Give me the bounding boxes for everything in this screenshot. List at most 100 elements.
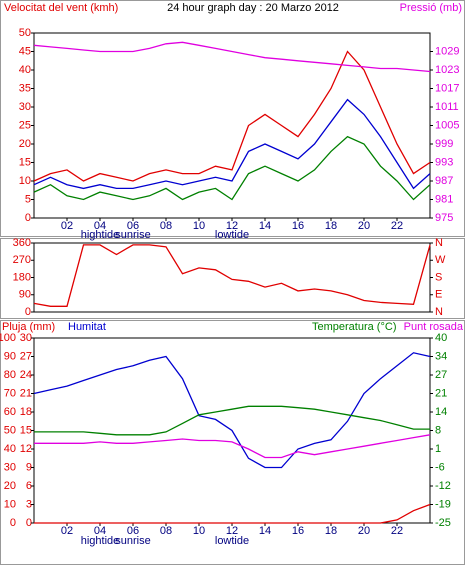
y3-tick-label: 90 [4, 350, 16, 362]
y-tick-label: 24 [20, 369, 32, 381]
series-line [33, 352, 431, 469]
x-tick-label: 20 [358, 220, 370, 232]
y2-tick-label: 999 [435, 138, 453, 150]
x-tick-label: 18 [325, 220, 337, 232]
y2-tick-label: N [435, 306, 443, 318]
y-tick-label: 27 [20, 350, 32, 362]
y2-tick-label: 27 [435, 369, 447, 381]
y-tick-label: 18 [20, 406, 32, 418]
series-line [33, 244, 431, 307]
series-line [33, 41, 431, 73]
y-tick-label: 30 [20, 332, 32, 344]
y3-tick-label: 20 [4, 480, 16, 492]
y2-tick-label: 1023 [435, 64, 459, 76]
y3-tick-label: 50 [4, 424, 16, 436]
y3-tick-label: 0 [10, 517, 16, 529]
dewpoint-label: Punt rosada [404, 321, 464, 333]
y2-tick-label: 975 [435, 212, 453, 224]
x-tick-label: 02 [61, 220, 73, 232]
y-tick-label: 25 [19, 119, 31, 131]
y-tick-label: 180 [13, 271, 31, 283]
y-tick-label: 15 [19, 156, 31, 168]
x-annotation: hightide [81, 535, 120, 547]
y2-tick-label: 1005 [435, 119, 459, 131]
y2-tick-label: 993 [435, 156, 453, 168]
y-tick-label: 15 [20, 424, 32, 436]
y2-tick-label: -19 [435, 498, 451, 510]
y-tick-label: 20 [19, 138, 31, 150]
series-line [34, 503, 431, 524]
y3-tick-label: 100 [0, 332, 16, 344]
y-tick-label: 3 [26, 498, 32, 510]
y3-tick-label: 30 [4, 461, 16, 473]
y2-tick-label: 987 [435, 175, 453, 187]
y-tick-label: 6 [26, 480, 32, 492]
y-tick-label: 90 [19, 289, 31, 301]
x-tick-label: 18 [325, 525, 337, 537]
y-tick-label: 9 [26, 461, 32, 473]
x-tick-label: 10 [193, 220, 205, 232]
y-tick-label: 0 [26, 517, 32, 529]
y2-tick-label: -6 [435, 461, 445, 473]
y2-tick-label: -25 [435, 517, 451, 529]
y-tick-label: 12 [20, 443, 32, 455]
y-tick-label: 40 [19, 64, 31, 76]
x-annotation: sunrise [115, 535, 150, 547]
x-tick-label: 22 [391, 220, 403, 232]
y2-tick-label: 1017 [435, 82, 459, 94]
y-tick-label: 270 [13, 254, 31, 266]
y2-tick-label: 8 [435, 424, 441, 436]
y2-tick-label: N [435, 237, 443, 249]
y-tick-label: 35 [19, 82, 31, 94]
y3-tick-label: 60 [4, 406, 16, 418]
x-tick-label: 14 [259, 525, 271, 537]
temperature-label: Temperatura (°C) [312, 321, 396, 333]
y2-tick-label: 40 [435, 332, 447, 344]
y-tick-label: 30 [19, 101, 31, 113]
x-tick-label: 08 [160, 525, 172, 537]
x-tick-label: 12 [226, 525, 238, 537]
rain-label: Pluja (mm) [2, 321, 55, 333]
y2-tick-label: -12 [435, 480, 451, 492]
y-tick-label: 0 [25, 212, 31, 224]
x-annotation: sunrise [115, 229, 150, 241]
y2-tick-label: 981 [435, 193, 453, 205]
y2-tick-label: W [435, 254, 446, 266]
panel-frame [0, 0, 465, 237]
x-annotation: lowtide [215, 535, 249, 547]
x-tick-label: 02 [61, 525, 73, 537]
series-line [34, 405, 430, 436]
y-tick-label: 5 [25, 193, 31, 205]
series-line [33, 135, 431, 201]
x-tick-label: 16 [292, 525, 304, 537]
series-line [34, 434, 431, 459]
x-annotation: lowtide [215, 229, 249, 241]
y2-tick-label: 1 [435, 443, 441, 455]
panel-frame [0, 238, 465, 319]
y3-tick-label: 70 [4, 387, 16, 399]
chart-title: 24 hour graph day : 20 Marzo 2012 [167, 2, 339, 14]
humidity-label: Humitat [68, 321, 106, 333]
x-tick-label: 08 [160, 220, 172, 232]
x-tick-label: 22 [391, 525, 403, 537]
y3-tick-label: 10 [4, 498, 16, 510]
pressure-label: Pressió (mb) [400, 2, 462, 14]
x-tick-label: 12 [226, 220, 238, 232]
series-line [33, 98, 431, 190]
y-tick-label: 21 [20, 387, 32, 399]
y-tick-label: 10 [19, 175, 31, 187]
x-tick-label: 06 [127, 525, 139, 537]
x-tick-label: 20 [358, 525, 370, 537]
x-tick-label: 10 [193, 525, 205, 537]
y3-tick-label: 40 [4, 443, 16, 455]
y-tick-label: 360 [13, 237, 31, 249]
x-tick-label: 06 [127, 220, 139, 232]
x-tick-label: 16 [292, 220, 304, 232]
y-tick-label: 50 [19, 27, 31, 39]
x-annotation: hightide [81, 229, 120, 241]
y-tick-label: 0 [25, 306, 31, 318]
y2-tick-label: 14 [435, 406, 447, 418]
x-tick-label: 04 [94, 525, 106, 537]
y3-tick-label: 80 [4, 369, 16, 381]
